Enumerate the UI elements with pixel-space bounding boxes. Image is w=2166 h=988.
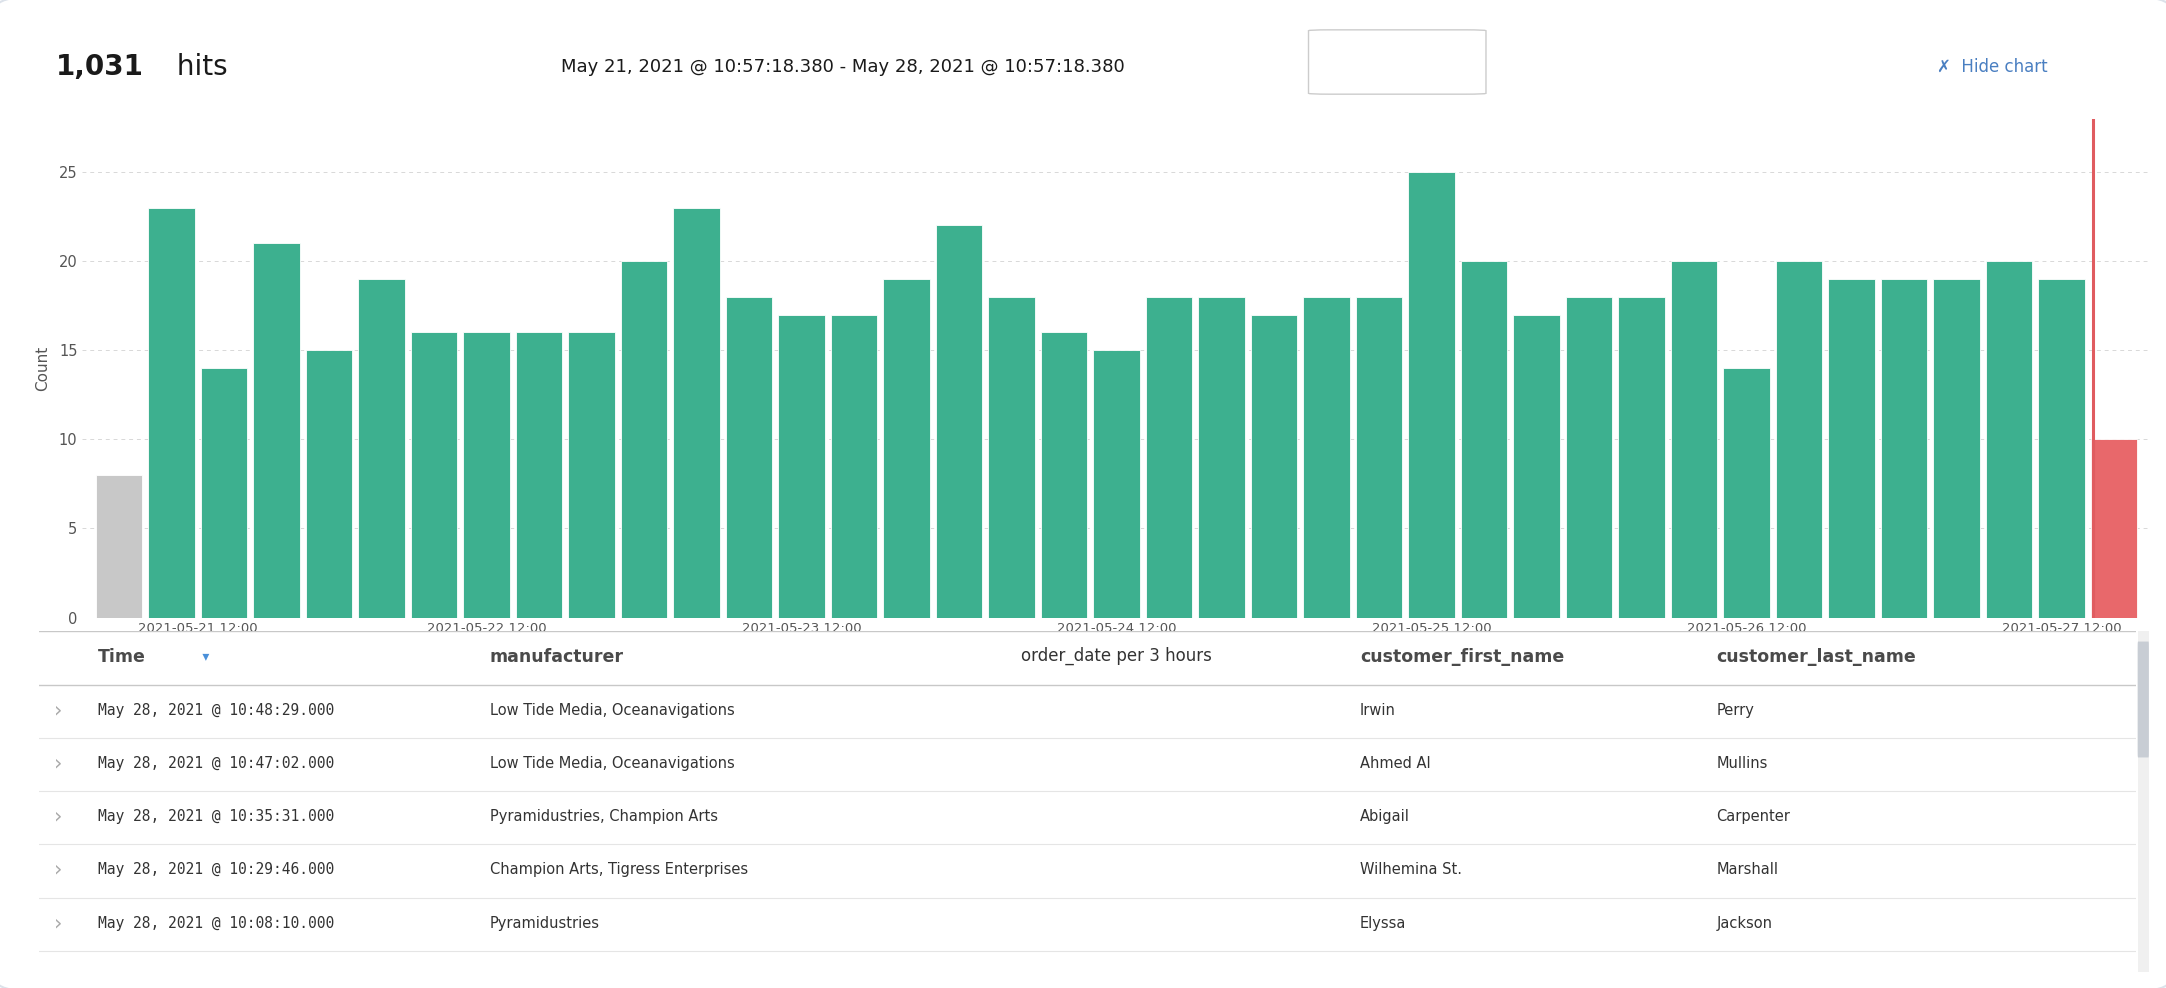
- Bar: [1042, 332, 1087, 618]
- Text: ›: ›: [54, 860, 63, 880]
- Text: ✗  Hide chart: ✗ Hide chart: [1936, 58, 2047, 76]
- Bar: [988, 296, 1035, 618]
- Bar: [305, 350, 353, 618]
- Bar: [1514, 314, 1560, 618]
- Text: ›: ›: [54, 754, 63, 774]
- Text: ▾: ▾: [199, 650, 210, 664]
- Text: Pyramidustries, Champion Arts: Pyramidustries, Champion Arts: [490, 809, 717, 824]
- FancyBboxPatch shape: [1308, 30, 1486, 94]
- Bar: [726, 296, 771, 618]
- Bar: [1934, 279, 1980, 618]
- Text: Jackson: Jackson: [1715, 916, 1772, 931]
- Text: Pyramidustries: Pyramidustries: [490, 916, 600, 931]
- Bar: [1408, 172, 1456, 618]
- Bar: [1356, 296, 1401, 618]
- Bar: [1146, 296, 1191, 618]
- Bar: [1618, 296, 1666, 618]
- Y-axis label: Count: Count: [35, 346, 50, 390]
- Text: Ahmed Al: Ahmed Al: [1360, 756, 1430, 771]
- Bar: [1776, 261, 1822, 618]
- Text: ›: ›: [54, 806, 63, 827]
- Text: May 21, 2021 @ 10:57:18.380 - May 28, 2021 @ 10:57:18.380: May 21, 2021 @ 10:57:18.380 - May 28, 20…: [561, 58, 1124, 76]
- Bar: [832, 314, 877, 618]
- Bar: [884, 279, 929, 618]
- Text: May 28, 2021 @ 10:47:02.000: May 28, 2021 @ 10:47:02.000: [97, 756, 334, 771]
- Bar: [357, 279, 405, 618]
- Bar: [1198, 296, 1245, 618]
- FancyBboxPatch shape: [2138, 641, 2149, 758]
- Bar: [1986, 261, 2032, 618]
- Text: ›: ›: [54, 700, 63, 720]
- Text: Marshall: Marshall: [1715, 863, 1778, 877]
- Bar: [412, 332, 457, 618]
- Text: May 28, 2021 @ 10:08:10.000: May 28, 2021 @ 10:08:10.000: [97, 916, 334, 931]
- Text: May 28, 2021 @ 10:35:31.000: May 28, 2021 @ 10:35:31.000: [97, 809, 334, 824]
- Bar: [674, 207, 719, 618]
- Text: Auto: Auto: [1362, 58, 1401, 76]
- Text: Irwin: Irwin: [1360, 702, 1395, 717]
- Bar: [1462, 261, 1508, 618]
- Text: Low Tide Media, Oceanavigations: Low Tide Media, Oceanavigations: [490, 756, 734, 771]
- Text: 1,031: 1,031: [56, 53, 143, 81]
- Text: Wilhemina St.: Wilhemina St.: [1360, 863, 1462, 877]
- X-axis label: order_date per 3 hours: order_date per 3 hours: [1020, 646, 1213, 665]
- Text: May 28, 2021 @ 10:29:46.000: May 28, 2021 @ 10:29:46.000: [97, 863, 334, 877]
- Bar: [778, 314, 825, 618]
- Bar: [936, 225, 981, 618]
- Bar: [1094, 350, 1139, 618]
- Bar: [253, 243, 299, 618]
- Text: manufacturer: manufacturer: [490, 648, 624, 666]
- Bar: [2138, 631, 2149, 972]
- Text: Elyssa: Elyssa: [1360, 916, 1406, 931]
- Text: Champion Arts, Tigress Enterprises: Champion Arts, Tigress Enterprises: [490, 863, 747, 877]
- Bar: [1724, 369, 1770, 618]
- Text: ▾: ▾: [1440, 59, 1449, 75]
- Bar: [149, 207, 195, 618]
- Text: May 28, 2021 @ 10:48:29.000: May 28, 2021 @ 10:48:29.000: [97, 702, 334, 717]
- Bar: [567, 332, 615, 618]
- Bar: [516, 332, 563, 618]
- Bar: [622, 261, 667, 618]
- Bar: [1670, 261, 1718, 618]
- Text: hits: hits: [169, 53, 227, 81]
- Text: ›: ›: [54, 913, 63, 934]
- Bar: [95, 475, 143, 618]
- Bar: [464, 332, 509, 618]
- Bar: [2090, 440, 2138, 618]
- Bar: [1252, 314, 1297, 618]
- Bar: [1304, 296, 1349, 618]
- Bar: [1828, 279, 1876, 618]
- Bar: [2038, 279, 2084, 618]
- Bar: [1566, 296, 1612, 618]
- Text: Mullins: Mullins: [1715, 756, 1767, 771]
- Text: customer_last_name: customer_last_name: [1715, 648, 1917, 666]
- Text: customer_first_name: customer_first_name: [1360, 648, 1564, 666]
- Text: Abigail: Abigail: [1360, 809, 1410, 824]
- Text: Time: Time: [97, 648, 145, 666]
- Text: Low Tide Media, Oceanavigations: Low Tide Media, Oceanavigations: [490, 702, 734, 717]
- Text: Perry: Perry: [1715, 702, 1754, 717]
- Bar: [1880, 279, 1928, 618]
- Text: Carpenter: Carpenter: [1715, 809, 1791, 824]
- Bar: [201, 369, 247, 618]
